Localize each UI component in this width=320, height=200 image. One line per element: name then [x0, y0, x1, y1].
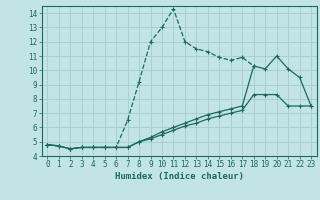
X-axis label: Humidex (Indice chaleur): Humidex (Indice chaleur) [115, 172, 244, 181]
